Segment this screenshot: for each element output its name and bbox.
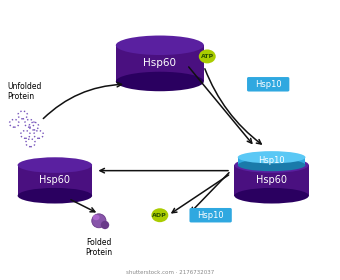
Bar (234, 165, 309, 196)
FancyBboxPatch shape (247, 77, 289, 92)
Ellipse shape (116, 36, 204, 55)
Bar (238, 157, 305, 165)
Text: Hsp60: Hsp60 (39, 175, 70, 185)
Bar (18, 165, 92, 196)
Ellipse shape (18, 157, 92, 173)
Ellipse shape (238, 159, 305, 171)
Ellipse shape (116, 72, 204, 91)
FancyBboxPatch shape (189, 208, 232, 223)
Text: Folded
Protein: Folded Protein (85, 237, 113, 257)
Text: shutterstock.com · 2176732037: shutterstock.com · 2176732037 (126, 270, 214, 275)
Ellipse shape (238, 151, 305, 164)
Text: ATP: ATP (201, 54, 214, 59)
Ellipse shape (18, 188, 92, 204)
Ellipse shape (92, 214, 106, 228)
Text: Hsp10: Hsp10 (197, 211, 224, 220)
Text: Hsp10: Hsp10 (258, 156, 285, 165)
Text: ADP: ADP (152, 213, 167, 218)
Bar (116, 45, 204, 81)
Text: Hsp60: Hsp60 (256, 175, 287, 185)
Text: Hsp10: Hsp10 (255, 80, 282, 89)
Ellipse shape (234, 157, 309, 173)
Circle shape (199, 50, 216, 63)
Circle shape (151, 208, 168, 222)
Text: Unfolded
Protein: Unfolded Protein (7, 81, 42, 101)
Text: Hsp60: Hsp60 (143, 59, 176, 68)
Ellipse shape (101, 221, 109, 229)
Ellipse shape (234, 188, 309, 204)
Circle shape (93, 215, 100, 220)
